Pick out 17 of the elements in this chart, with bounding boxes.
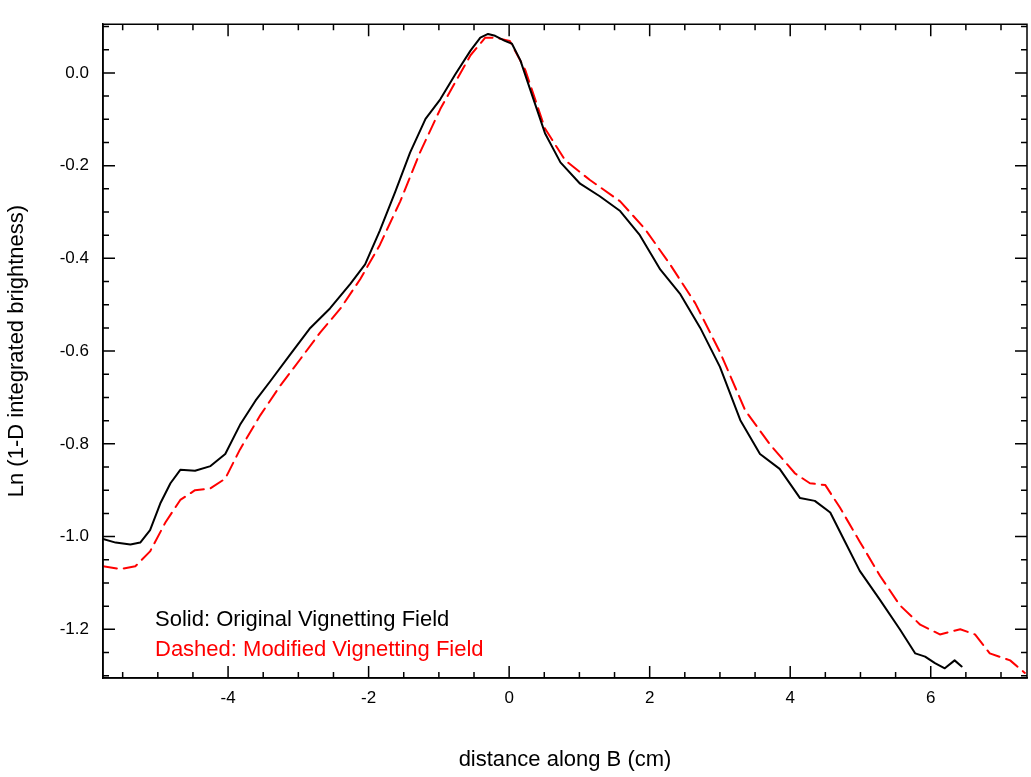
text: Dashed: Modified Vignetting Field <box>155 636 484 661</box>
y-tick-label: -0.8 <box>59 433 89 453</box>
x-tick-label: 0 <box>504 687 514 707</box>
y-tick-label: -1.2 <box>59 619 89 638</box>
x-tick-label: 6 <box>926 687 936 707</box>
y-axis-title: Ln (1-D integrated brightness) <box>3 204 29 498</box>
y-tick-label: -1.0 <box>59 526 89 546</box>
x-tick-label: -4 <box>220 687 236 707</box>
y-tick-label: -0.2 <box>59 155 89 175</box>
x-tick-label: 2 <box>644 687 655 707</box>
text: Solid: Original Vignetting Field <box>155 606 450 631</box>
x-tick-label: 4 <box>785 687 795 707</box>
y-tick-label: -0.6 <box>59 340 89 360</box>
y-tick-label: -0.4 <box>59 248 89 268</box>
y-tick-label: 0.0 <box>65 62 89 82</box>
x-axis-title: distance along B (cm) <box>458 745 672 771</box>
x-tick-label: -2 <box>361 687 377 707</box>
